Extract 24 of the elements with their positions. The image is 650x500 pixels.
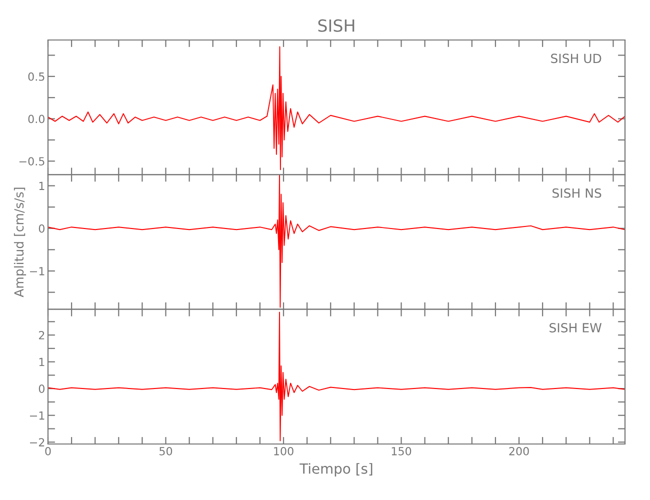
y-tick-label: −0.5: [19, 157, 44, 166]
y-tick-label: 1: [39, 182, 44, 190]
annotation: SISH NS: [552, 188, 602, 198]
y-tick-label: 0.5: [28, 72, 44, 81]
annotation: SISH EW: [550, 323, 602, 332]
y-tick-label: −1: [30, 267, 44, 276]
y-tick-label: −2: [30, 438, 44, 446]
line-series: [48, 46, 625, 170]
x-tick-label: 150: [392, 446, 412, 456]
y-tick-label: 0: [38, 224, 44, 233]
y-tick-label: 2: [38, 331, 44, 340]
x-tick-label: 200: [509, 446, 529, 456]
x-tick-label: 100: [274, 446, 294, 456]
chart-title: SISH: [318, 19, 354, 32]
y-tick-label: 1: [39, 358, 44, 366]
y-tick-label: 0: [38, 384, 44, 393]
x-tick-label: 50: [160, 446, 172, 456]
x-tick-label: 0: [45, 446, 51, 456]
line-series: [48, 312, 625, 442]
y-axis-title: Amplitud [cm/s/s]: [14, 188, 26, 298]
annotation: SISH UD: [551, 54, 602, 64]
y-tick-label: −1: [30, 411, 44, 420]
y-tick-label: 0.0: [28, 114, 44, 124]
x-axis-title: Tiempo [s]: [300, 463, 372, 477]
